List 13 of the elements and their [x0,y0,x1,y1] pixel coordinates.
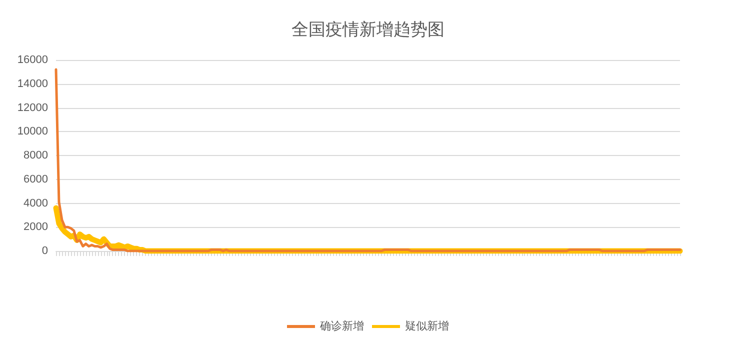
y-tick-label: 12000 [17,102,48,114]
y-tick-label: 16000 [17,54,48,66]
y-tick-label: 0 [42,245,48,257]
legend-label: 确诊新增 [319,320,364,332]
y-tick-label: 8000 [24,150,48,162]
legend-label: 疑似新增 [405,320,449,332]
y-tick-label: 14000 [17,78,48,90]
y-tick-label: 10000 [17,126,48,138]
y-tick-label: 4000 [24,197,48,210]
line-series [54,68,682,252]
y-tick-label: 2000 [24,221,48,234]
chart-title: 全国疫情新增趋势图 [292,20,444,39]
y-tick-label: 6000 [24,173,48,186]
